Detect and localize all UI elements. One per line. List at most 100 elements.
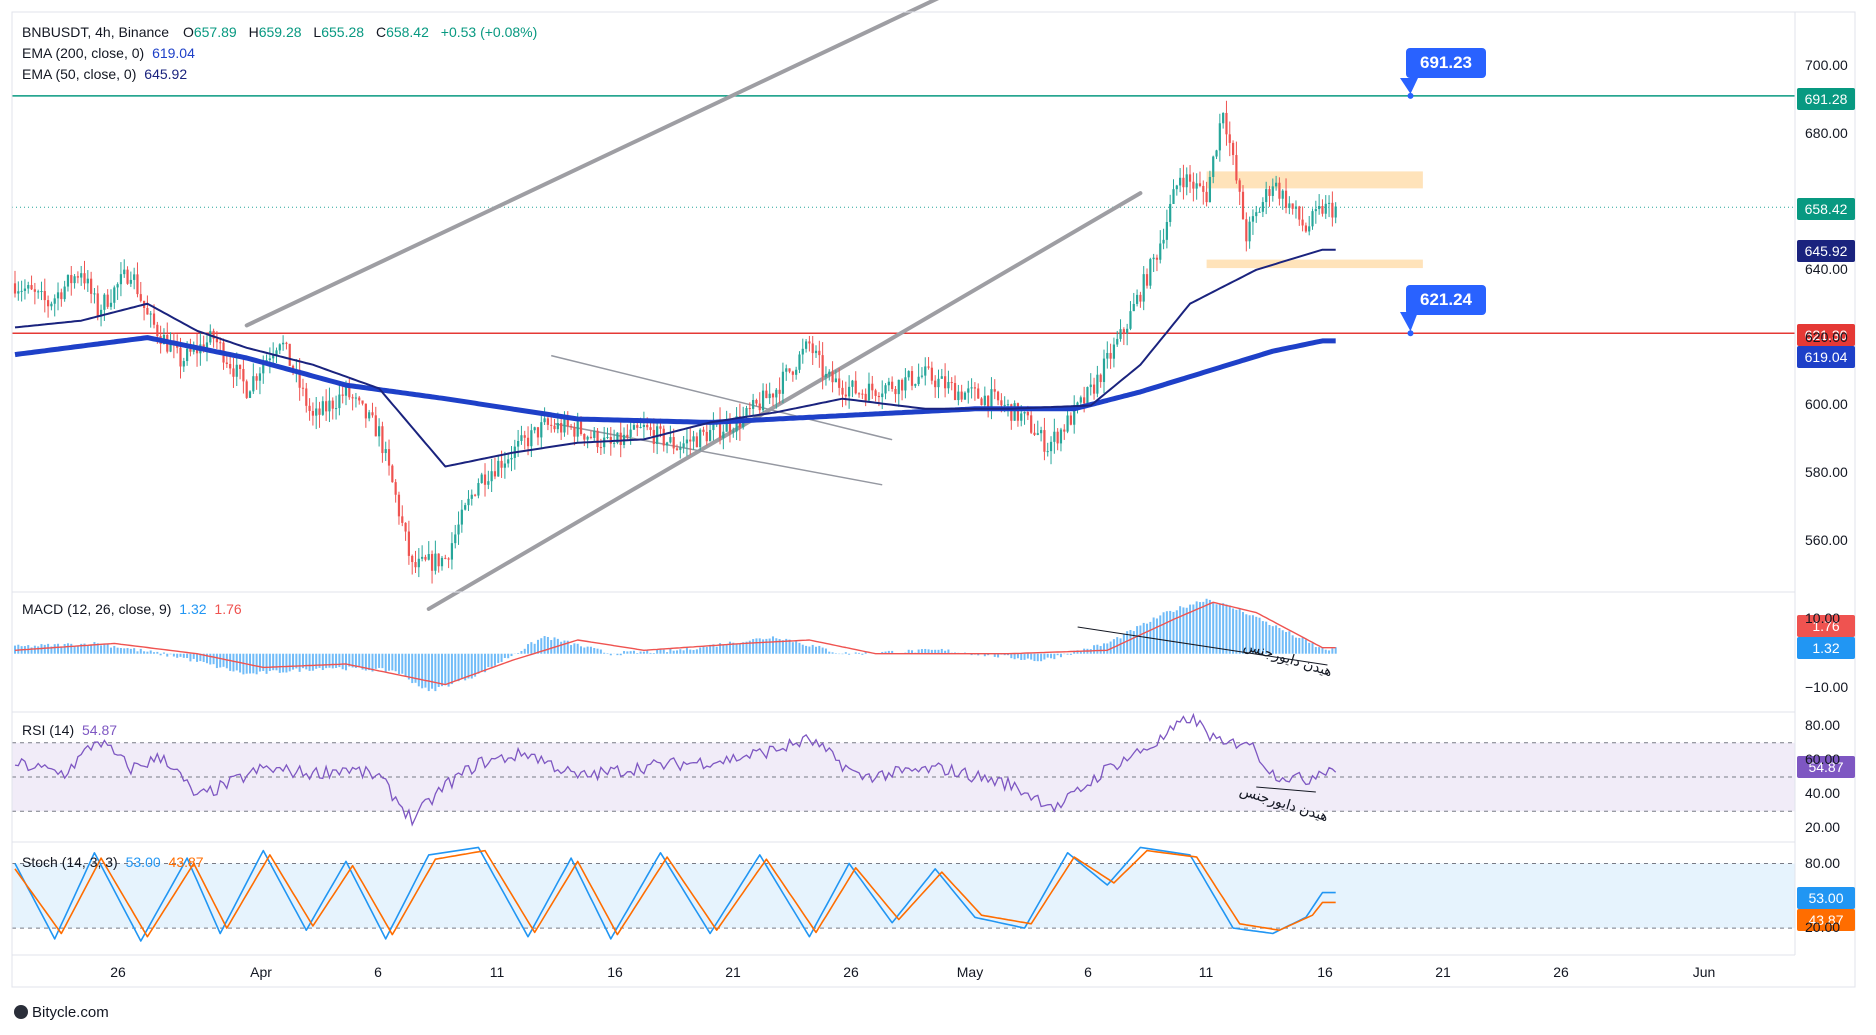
- macd-histogram-bar: [1232, 608, 1235, 654]
- candle-body: [517, 441, 520, 447]
- macd-histogram-bar: [676, 650, 678, 654]
- macd-histogram-bar: [1271, 626, 1274, 654]
- macd-histogram-bar: [629, 651, 632, 654]
- macd-histogram-bar: [315, 653, 318, 669]
- macd-histogram-bar: [828, 651, 831, 654]
- macd-histogram-bar: [474, 653, 477, 677]
- candle-body: [874, 390, 877, 396]
- macd-histogram-bar: [589, 646, 592, 654]
- macd-histogram-bar: [1222, 603, 1225, 654]
- macd-histogram-bar: [1155, 618, 1158, 654]
- macd-histogram-bar: [768, 638, 771, 654]
- macd-histogram-bar: [43, 644, 46, 654]
- candle-body: [834, 378, 837, 383]
- candle-body: [113, 287, 116, 303]
- macd-histogram-bar: [76, 645, 79, 654]
- macd-histogram-bar: [1073, 650, 1076, 654]
- macd-histogram-bar: [907, 649, 910, 654]
- candle-body: [490, 471, 493, 482]
- macd-histogram-bar: [311, 653, 314, 671]
- macd-histogram-bar: [1053, 653, 1056, 660]
- candle-body: [96, 293, 99, 316]
- candle-body: [285, 342, 288, 344]
- candle-body: [50, 303, 53, 307]
- ema200-price-badge: 619.04: [1797, 346, 1855, 368]
- candle-body: [944, 376, 947, 389]
- candle-body: [851, 380, 854, 387]
- rsi-divergence-line: [1256, 786, 1316, 793]
- candle-body: [368, 412, 371, 419]
- macd-histogram-bar: [1218, 603, 1221, 654]
- macd-histogram-bar: [1175, 610, 1178, 654]
- candle-body: [53, 298, 56, 304]
- macd-histogram-bar: [702, 645, 705, 654]
- macd-histogram-bar: [1146, 623, 1149, 654]
- macd-histogram-bar: [212, 653, 215, 665]
- macd-histogram-bar: [1212, 602, 1215, 654]
- time-tick-label: 26: [110, 964, 126, 980]
- candle-body: [732, 431, 735, 433]
- candle-body: [1155, 257, 1159, 260]
- macd-histogram-bar: [1136, 626, 1139, 654]
- candle-body: [454, 534, 457, 544]
- macd-histogram-bar: [666, 652, 669, 654]
- candle-body: [1258, 211, 1261, 213]
- candle-body: [229, 364, 232, 369]
- candle-body: [341, 394, 344, 396]
- macd-histogram-bar: [129, 648, 132, 654]
- macd-histogram-bar: [225, 653, 228, 669]
- candle-body: [1185, 174, 1188, 188]
- macd-histogram-bar: [510, 653, 513, 657]
- price-tag-lower[interactable]: 621.24: [1406, 285, 1486, 315]
- price-tag-upper[interactable]: 691.23: [1406, 48, 1486, 78]
- drawings[interactable]: [12, 0, 1795, 611]
- candle-body: [1245, 219, 1248, 242]
- macd-histogram-bar: [570, 645, 573, 654]
- macd-histogram-bar: [159, 653, 162, 656]
- candle-body: [301, 387, 305, 389]
- stoch-band: [12, 863, 1795, 929]
- macd-histogram-bar: [1023, 653, 1026, 660]
- macd-histogram-bar: [467, 653, 470, 679]
- macd-histogram-bar: [268, 653, 271, 672]
- candle-body: [768, 393, 771, 399]
- candle-body: [421, 556, 424, 559]
- candle-body: [1112, 344, 1116, 359]
- candle-body: [1083, 397, 1086, 404]
- macd-histogram-bar: [60, 646, 63, 654]
- macd-histogram-bar: [397, 653, 400, 675]
- candle-body: [1175, 185, 1178, 190]
- supply-zone-2: [1206, 259, 1423, 269]
- macd-histogram-bar: [884, 651, 887, 654]
- candle-body: [56, 292, 60, 299]
- candle-body: [1241, 191, 1245, 220]
- macd-histogram-bar: [205, 653, 208, 664]
- rsi-legend: RSI (14) 54.87: [22, 722, 121, 738]
- macd-histogram-bar: [1122, 634, 1125, 654]
- macd-histogram-bar: [1321, 647, 1324, 654]
- candle-body: [1308, 226, 1311, 232]
- macd-histogram-bar: [1288, 631, 1291, 654]
- macd-histogram-bar: [580, 646, 583, 654]
- macd-histogram-bar: [368, 653, 371, 671]
- resistance-price-badge: 691.28: [1797, 88, 1855, 110]
- macd-histogram-bar: [609, 653, 612, 656]
- candle-body: [838, 378, 841, 388]
- candle-body: [338, 394, 341, 409]
- stoch-tick-label: 80.00: [1805, 854, 1841, 871]
- macd-histogram-bar: [785, 638, 788, 654]
- macd-histogram-bar: [626, 651, 629, 654]
- candle-body: [80, 273, 83, 278]
- macd-histogram-bar: [1235, 609, 1238, 654]
- candle-body: [569, 426, 573, 428]
- macd-histogram-bar: [1066, 653, 1069, 655]
- candle-body: [841, 387, 844, 395]
- support-price-badge: 621.30: [1797, 324, 1855, 346]
- macd-histogram-bar: [1198, 602, 1201, 654]
- macd-histogram-bar: [1165, 611, 1168, 654]
- macd-histogram-bar: [229, 653, 232, 671]
- candle-body: [689, 439, 692, 442]
- candle-body: [1020, 413, 1023, 421]
- candle-body: [1046, 451, 1049, 453]
